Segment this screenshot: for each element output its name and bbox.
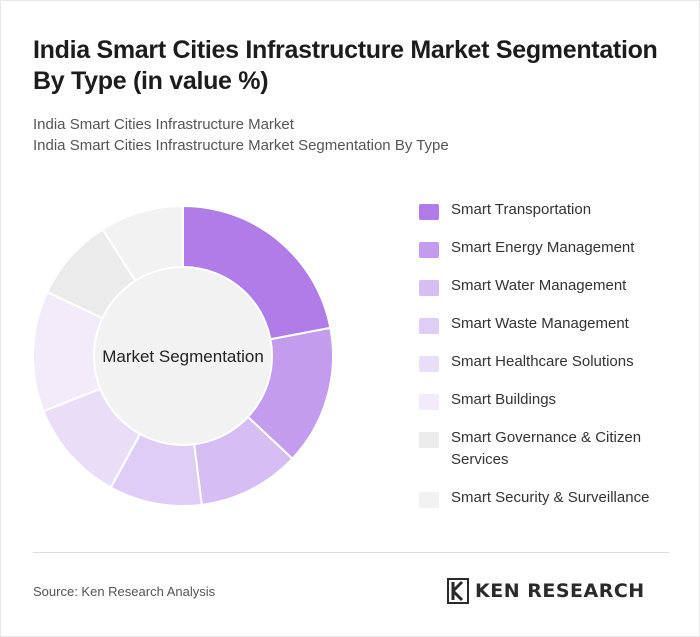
legend-swatch [419,318,439,334]
subtitle-line-2: India Smart Cities Infrastructure Market… [33,137,449,154]
chart-legend: Smart Transportation Smart Energy Managem… [419,199,689,525]
legend-label: Smart Water Management [451,277,627,294]
ken-research-logo: KEN RESEARCH [447,577,645,605]
ken-research-logo-icon [447,578,469,604]
donut-chart: Market Segmentation [31,204,334,508]
footer-divider [33,552,669,553]
source-note: Source: Ken Research Analysis [33,584,216,599]
legend-label: Smart Buildings [451,391,557,408]
legend-item-smart-water-management[interactable]: Smart Water Management [419,275,689,297]
donut-center-label: Market Segmentation [102,347,264,366]
legend-label: Smart Waste Management [451,315,629,332]
legend-label: Smart Governance & Citizen Services [451,429,642,468]
legend-swatch [419,356,439,372]
donut-center [93,266,273,446]
legend-swatch [419,394,439,410]
legend-swatch [419,492,439,508]
legend-label: Smart Healthcare Solutions [451,353,634,370]
legend-label: Smart Energy Management [451,239,635,256]
logo-text: KEN RESEARCH [475,580,645,602]
legend-item-smart-transportation[interactable]: Smart Transportation [419,199,689,221]
legend-item-smart-waste-management[interactable]: Smart Waste Management [419,313,689,335]
legend-swatch [419,432,439,448]
legend-swatch [419,204,439,220]
chart-title: India Smart Cities Infrastructure Market… [33,36,658,95]
legend-label: Smart Transportation [451,201,592,218]
legend-item-smart-energy-management[interactable]: Smart Energy Management [419,237,689,259]
legend-item-smart-security-and-surveillance[interactable]: Smart Security & Surveillance [419,487,689,509]
legend-swatch [419,242,439,258]
chart-subtitle: India Smart Cities Infrastructure Market… [33,114,673,156]
legend-swatch [419,280,439,296]
subtitle-line-1: India Smart Cities Infrastructure Market [33,116,294,133]
legend-item-smart-governance-and-citizen-services[interactable]: Smart Governance & Citizen Services [419,427,689,471]
legend-item-smart-healthcare-solutions[interactable]: Smart Healthcare Solutions [419,351,689,373]
legend-item-smart-buildings[interactable]: Smart Buildings [419,389,689,411]
legend-label: Smart Security & Surveillance [451,489,650,506]
